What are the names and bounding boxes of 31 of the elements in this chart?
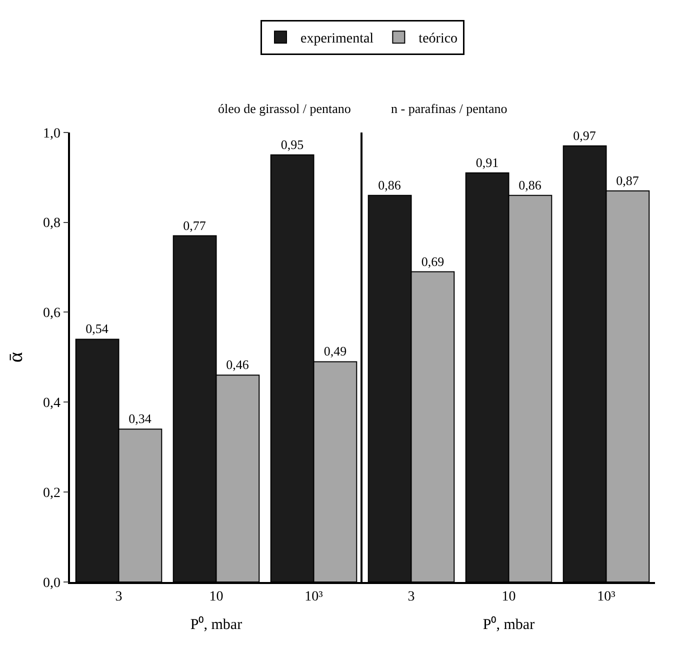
data-label: 0,95 xyxy=(280,136,304,152)
x-axis-title: P⁰, mbar xyxy=(482,616,535,634)
x-tick-label: 3 xyxy=(408,590,415,605)
data-label: 0,97 xyxy=(573,128,596,143)
chart-title: óleo de girassol / pentano xyxy=(218,101,351,116)
chart-title: n - parafinas / pentano xyxy=(391,101,508,116)
data-label: 0,91 xyxy=(476,154,499,170)
x-tick-label: 10³ xyxy=(597,590,616,605)
y-tick-label: 0,8 xyxy=(42,216,60,232)
data-label: 0,87 xyxy=(616,172,640,188)
legend-label: experimental xyxy=(300,32,374,47)
y-tick-label: 0,2 xyxy=(42,486,60,501)
y-tick-label: 0,4 xyxy=(42,396,60,412)
y-tick-label: 0,0 xyxy=(42,576,60,591)
data-label: 0,69 xyxy=(421,254,444,269)
data-label: 0,54 xyxy=(86,321,109,336)
data-label: 0,86 xyxy=(378,177,402,192)
x-tick-label: 10³ xyxy=(304,590,323,605)
legend-label: teórico xyxy=(418,32,458,47)
x-tick-label: 10 xyxy=(209,590,224,605)
y-axis-title: ᾱ xyxy=(4,351,27,362)
x-tick-label: 10 xyxy=(502,590,516,605)
y-tick-label: 0,6 xyxy=(42,306,60,322)
x-axis-title: P⁰, mbar xyxy=(190,616,242,634)
data-label: 0,34 xyxy=(128,411,152,426)
y-tick-label: 1,0 xyxy=(42,126,60,142)
data-label: 0,86 xyxy=(518,177,542,192)
data-label: 0,49 xyxy=(324,344,347,359)
data-label: 0,77 xyxy=(183,218,206,233)
data-label: 0,46 xyxy=(226,357,250,372)
x-tick-label: 3 xyxy=(115,590,122,605)
